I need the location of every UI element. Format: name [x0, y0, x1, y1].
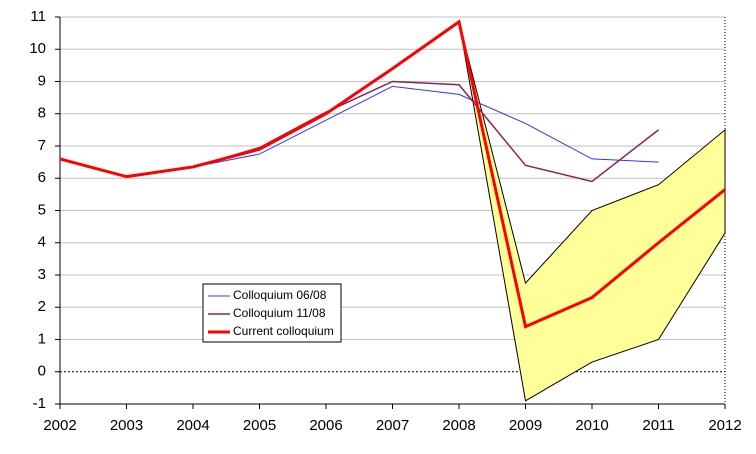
legend: Colloquium 06/08 Colloquium 11/08 Current …	[202, 283, 342, 343]
y-tick-label: 6	[38, 169, 46, 186]
y-tick-label: 4	[38, 234, 46, 251]
legend-label: Colloquium 11/08	[233, 306, 326, 320]
y-tick-label: 0	[38, 363, 46, 380]
x-tick-label: 2010	[575, 417, 608, 434]
x-tick-label: 2011	[642, 417, 674, 434]
line-series	[59, 80, 659, 183]
y-tick-label: 7	[38, 137, 46, 154]
x-tick-label: 2006	[309, 417, 342, 434]
y-tick-label: 3	[38, 266, 46, 283]
forecast-band	[458, 21, 726, 402]
line-series	[59, 19, 726, 329]
y-tick-label: 10	[29, 40, 46, 57]
x-tick-label: 2005	[243, 417, 276, 434]
line-series	[59, 85, 659, 178]
x-tick-label: 2009	[509, 417, 542, 434]
x-tick-label: 2003	[110, 417, 143, 434]
y-tick-label: 5	[38, 201, 46, 218]
legend-label: Colloquium 06/08	[233, 288, 327, 302]
x-tick-label: 2002	[43, 417, 76, 434]
legend-label: Current colloquium	[233, 324, 334, 338]
x-tick-label: 2007	[376, 417, 409, 434]
y-tick-label: 2	[38, 298, 46, 315]
y-tick-label: 8	[38, 105, 46, 122]
x-tick-label: 2008	[442, 417, 475, 434]
y-tick-label: -1	[33, 395, 46, 412]
x-tick-label: 2004	[176, 417, 209, 434]
y-tick-label: 9	[38, 72, 46, 89]
x-tick-label: 2012	[708, 417, 741, 434]
y-tick-label: 11	[30, 8, 46, 25]
y-tick-label: 1	[38, 330, 46, 347]
